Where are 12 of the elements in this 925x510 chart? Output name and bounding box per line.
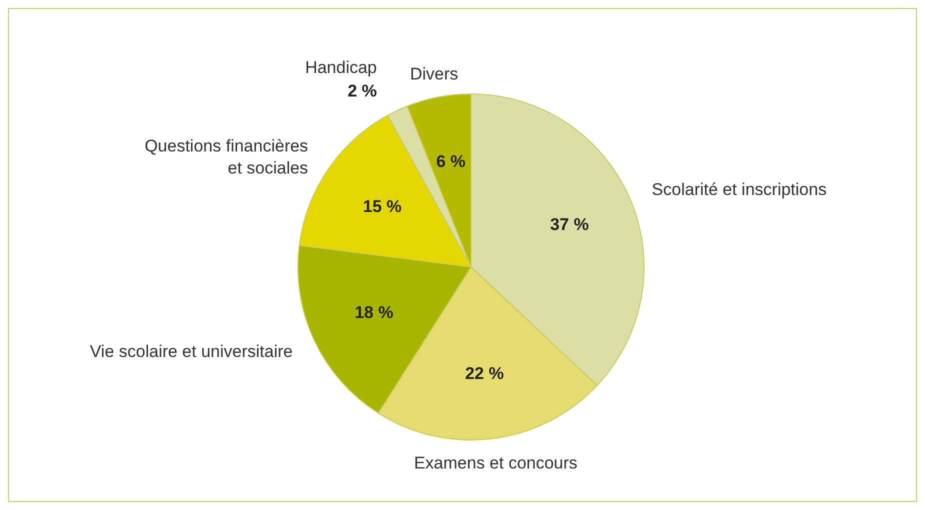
data-label: 2 % [348, 82, 377, 101]
slice-label: Questions financières et sociales [144, 136, 308, 177]
slice-label: Handicap [305, 58, 377, 77]
data-label: 15 % [362, 197, 402, 216]
data-label: 37 % [550, 214, 589, 234]
data-label: 6 % [436, 152, 466, 172]
slice-label: Scolarité et inscriptions [652, 179, 827, 198]
slice-label: Divers [410, 64, 458, 83]
data-label: 18 % [354, 303, 394, 322]
slice-label: Examens et concours [414, 452, 578, 472]
slice-label: Vie scolaire et universitaire [90, 341, 293, 360]
data-label: 22 % [465, 364, 504, 383]
